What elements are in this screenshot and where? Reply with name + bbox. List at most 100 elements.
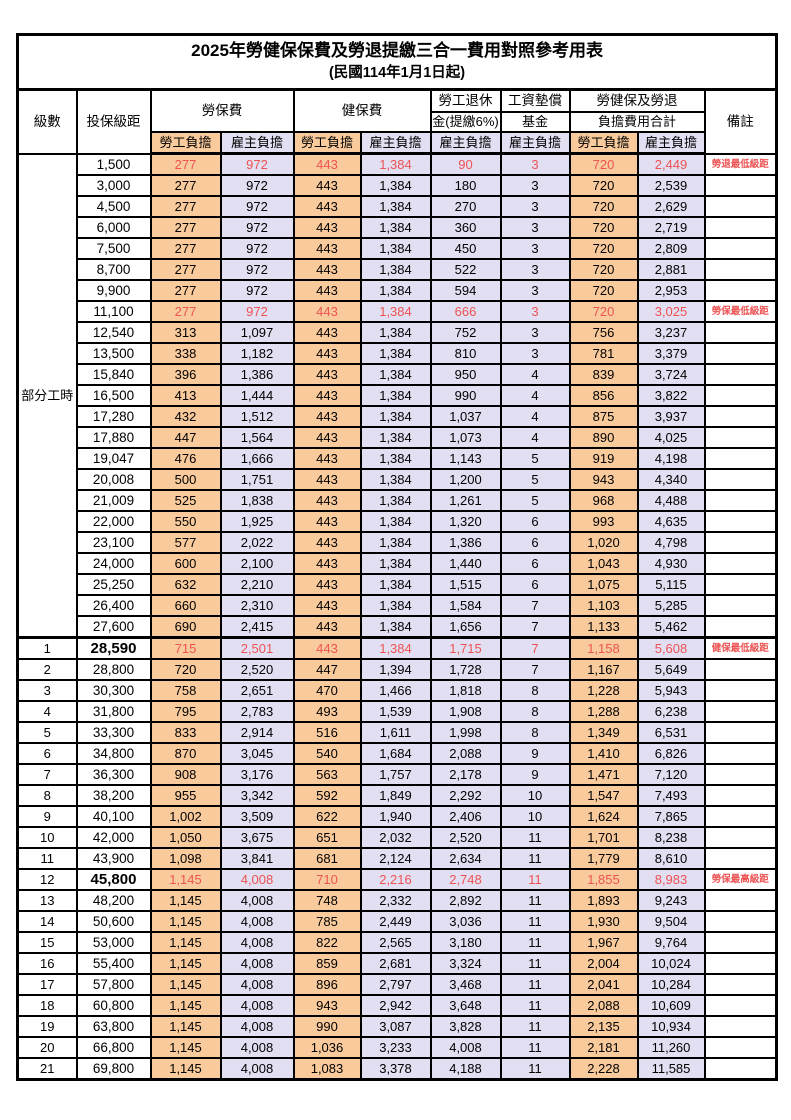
level-cell: 6 [16,742,78,765]
premium-table: 2025年勞健保保費及勞退提繳三合一費用對照參考用表 (民國114年1月1日起)… [16,33,779,1081]
fee-cell: 443 [292,468,362,491]
fee-cell: 4 [499,384,571,407]
remark-cell [703,805,778,828]
fee-cell: 720 [568,152,639,176]
fee-cell: 550 [149,510,222,533]
fee-cell: 990 [292,1015,362,1038]
fee-cell: 3,724 [636,363,706,386]
fee-cell: 756 [568,321,639,344]
fee-cell: 715 [149,636,222,660]
fee-cell: 2,681 [359,952,432,975]
fee-cell: 277 [149,300,222,323]
fee-cell: 1,564 [219,426,295,449]
fee-cell: 1,143 [429,447,502,470]
fee-cell: 3,509 [219,805,295,828]
bracket-cell: 28,800 [75,658,152,681]
remark-cell: 健保最低級距 [703,636,778,660]
level-cell: 12 [16,868,78,891]
bracket-cell: 36,300 [75,763,152,786]
fee-cell: 1,384 [359,594,432,617]
fee-cell: 3 [499,279,571,302]
bracket-cell: 7,500 [75,237,152,260]
fee-cell: 972 [219,237,295,260]
fee-cell: 470 [292,679,362,702]
remark-cell [703,658,778,681]
fee-cell: 1,261 [429,489,502,512]
fee-cell: 3,237 [636,321,706,344]
fee-cell: 1,838 [219,489,295,512]
fee-cell: 5 [499,468,571,491]
fee-cell: 7,865 [636,805,706,828]
fee-cell: 11 [499,868,571,891]
fee-cell: 1,145 [149,952,222,975]
fee-cell: 1,751 [219,468,295,491]
fee-cell: 1,466 [359,679,432,702]
remark-cell [703,952,778,975]
table-row: 16 55,400 1,145 4,008 859 2,681 3,324 11 2,004 10… [16,952,778,975]
fee-cell: 1,083 [292,1057,362,1081]
remark-cell [703,447,778,470]
fee-cell: 4,930 [636,552,706,575]
table-row: 9 40,100 1,002 3,509 622 1,940 2,406 10 1,624 7,8… [16,805,778,828]
fee-cell: 2,651 [219,679,295,702]
fee-cell: 450 [429,237,502,260]
fee-cell: 972 [219,216,295,239]
col-header-labor-insurance: 勞保費 [149,88,295,133]
fee-cell: 4,008 [219,952,295,975]
fee-cell: 950 [429,363,502,386]
fee-cell: 432 [149,405,222,428]
table-row: 2 28,800 720 2,520 447 1,394 1,728 7 1,167 5,649 [16,658,778,681]
remark-cell [703,679,778,702]
fee-cell: 11 [499,889,571,912]
fee-cell: 833 [149,721,222,744]
table-row: 14 50,600 1,145 4,008 785 2,449 3,036 11 1,930 9,… [16,910,778,933]
level-cell: 4 [16,700,78,723]
fee-cell: 396 [149,363,222,386]
fee-cell: 5 [499,447,571,470]
col-header-bracket: 投保級距 [75,88,152,155]
fee-cell: 443 [292,174,362,197]
remark-cell [703,573,778,596]
fee-cell: 1,098 [149,847,222,870]
fee-cell: 594 [429,279,502,302]
subheader-health-employer: 雇主負擔 [359,131,432,155]
table-row: 21 69,800 1,145 4,008 1,083 3,378 4,188 11 2,228… [16,1057,778,1081]
fee-cell: 720 [568,279,639,302]
fee-cell: 2,748 [429,868,502,891]
fee-cell: 443 [292,152,362,176]
fee-cell: 3 [499,258,571,281]
fee-cell: 11,585 [636,1057,706,1081]
fee-cell: 1,384 [359,468,432,491]
fee-cell: 4,798 [636,531,706,554]
fee-cell: 1,167 [568,658,639,681]
fee-cell: 8,610 [636,847,706,870]
fee-cell: 2,809 [636,237,706,260]
fee-cell: 5,462 [636,615,706,639]
fee-cell: 1,145 [149,889,222,912]
fee-cell: 1,384 [359,489,432,512]
fee-cell: 2,797 [359,973,432,996]
fee-cell: 1,158 [568,636,639,660]
bracket-cell: 38,200 [75,784,152,807]
fee-cell: 781 [568,342,639,365]
remark-cell [703,552,778,575]
bracket-cell: 30,300 [75,679,152,702]
fee-cell: 8 [499,679,571,702]
table-row: 4,500 277 972 443 1,384 270 3 720 2,629 [18,195,778,218]
remark-cell [703,426,778,449]
fee-cell: 3,087 [359,1015,432,1038]
fee-cell: 660 [149,594,222,617]
fee-cell: 1,145 [149,910,222,933]
fee-cell: 972 [219,300,295,323]
bracket-cell: 55,400 [75,952,152,975]
bracket-cell: 11,100 [75,300,152,323]
bracket-cell: 16,500 [75,384,152,407]
fee-cell: 2,520 [429,826,502,849]
remark-cell [703,1015,778,1038]
fee-cell: 1,145 [149,973,222,996]
fee-cell: 1,855 [568,868,639,891]
fee-cell: 4,188 [429,1057,502,1081]
fee-cell: 839 [568,363,639,386]
fee-cell: 4 [499,426,571,449]
fee-cell: 90 [429,152,502,176]
